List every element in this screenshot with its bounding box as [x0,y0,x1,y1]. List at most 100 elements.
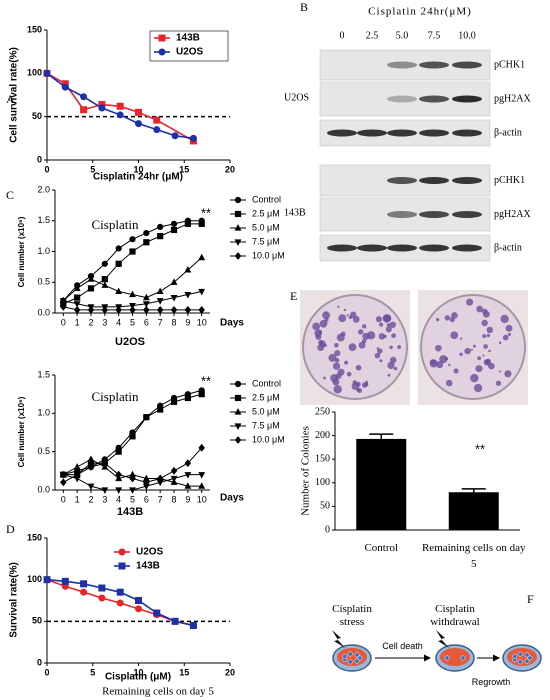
marker [142,293,150,301]
marker [43,69,51,77]
caption: Remaining cells on day 5 [102,686,214,698]
cell [460,655,466,661]
x-tick-label: 0 [44,667,49,677]
marker [101,276,108,283]
dish-medium [440,648,470,666]
bar [448,492,499,530]
colony [344,360,349,365]
marker [115,448,122,455]
legend-label: Control [252,378,281,388]
group-label: 143B [284,207,306,218]
colony [362,324,367,329]
colony [346,314,349,317]
panel-letter: D [6,522,15,536]
marker [143,239,150,246]
y-tick-label: 0.0 [37,484,50,494]
y-tick-label: 50 [320,501,330,512]
colony [498,341,502,344]
marker [87,285,95,292]
x-tick-label: 10 [133,667,143,677]
colony [476,305,483,313]
colony [482,354,485,357]
marker [115,245,122,252]
marker [87,306,95,314]
x-tick-label: 8 [172,494,177,504]
panel-letter: B [300,0,308,14]
colony [507,332,511,337]
colony [318,339,324,345]
diagram-label: Regrowth [471,677,511,687]
marker [73,306,81,314]
colony [485,358,492,365]
marker [189,622,197,629]
colony [466,298,474,306]
colony [346,371,352,377]
colony [312,322,321,331]
blot-band [419,95,449,103]
x-tick-label: 3 [102,317,107,327]
marker [116,102,124,110]
x-tick-label: 5 [130,317,135,327]
blot-band [357,129,387,137]
blot-band [387,95,417,103]
colony [338,314,347,323]
marker [87,463,95,471]
blot-band [387,177,417,184]
lane-label: 7.5 [428,30,441,41]
marker [80,106,88,114]
colony [448,363,451,367]
x-tick-label: Remaining cells on day 5 [421,542,526,570]
y-tick-label: 1.0 [37,246,50,256]
marker [170,220,178,227]
colony [382,314,391,323]
x-axis-label: Days [220,493,244,504]
colony [482,334,487,339]
legend-label: 2.5 μM [252,392,280,402]
group-label: U2OS [284,92,309,103]
x-tick-label: 0 [61,494,66,504]
blot-band [452,211,482,218]
colony [377,348,383,354]
marker [171,132,179,140]
colony [444,357,449,361]
colony [323,376,326,380]
marker [156,474,164,483]
y-tick-label: 100 [27,68,42,78]
y-tick-label: 150 [27,532,42,542]
diagram-label: Cisplatin withdrawal [430,603,480,628]
error-bar [369,433,394,439]
colony [389,356,397,364]
marker [61,577,69,585]
colony [475,365,483,373]
colony [436,317,440,322]
panel-letter: A [6,92,15,106]
marker [198,443,205,452]
y-tick-label: 100 [315,477,330,488]
x-tick-label: 2 [88,317,93,327]
x-axis-label: Cisplatin (μM) [105,672,171,683]
blot-band [387,244,417,252]
colony [337,305,340,308]
blot-band [357,244,387,252]
marker [157,223,164,230]
marker [170,306,178,314]
blot-band [387,129,417,137]
lane-label: 5.0 [396,30,409,41]
marker [184,306,192,314]
blot-band [452,95,482,103]
marker [73,470,81,479]
legend-marker [118,562,126,570]
colony [500,314,509,324]
annotation: ** [201,373,211,388]
marker [153,116,161,124]
x-tick-label: 6 [144,494,149,504]
blot-band [387,61,417,69]
marker [198,288,206,296]
colony [387,361,395,370]
marker [198,253,206,261]
y-tick-label: 150 [27,24,42,34]
marker [129,236,136,243]
row-label: β-actin [494,127,522,138]
